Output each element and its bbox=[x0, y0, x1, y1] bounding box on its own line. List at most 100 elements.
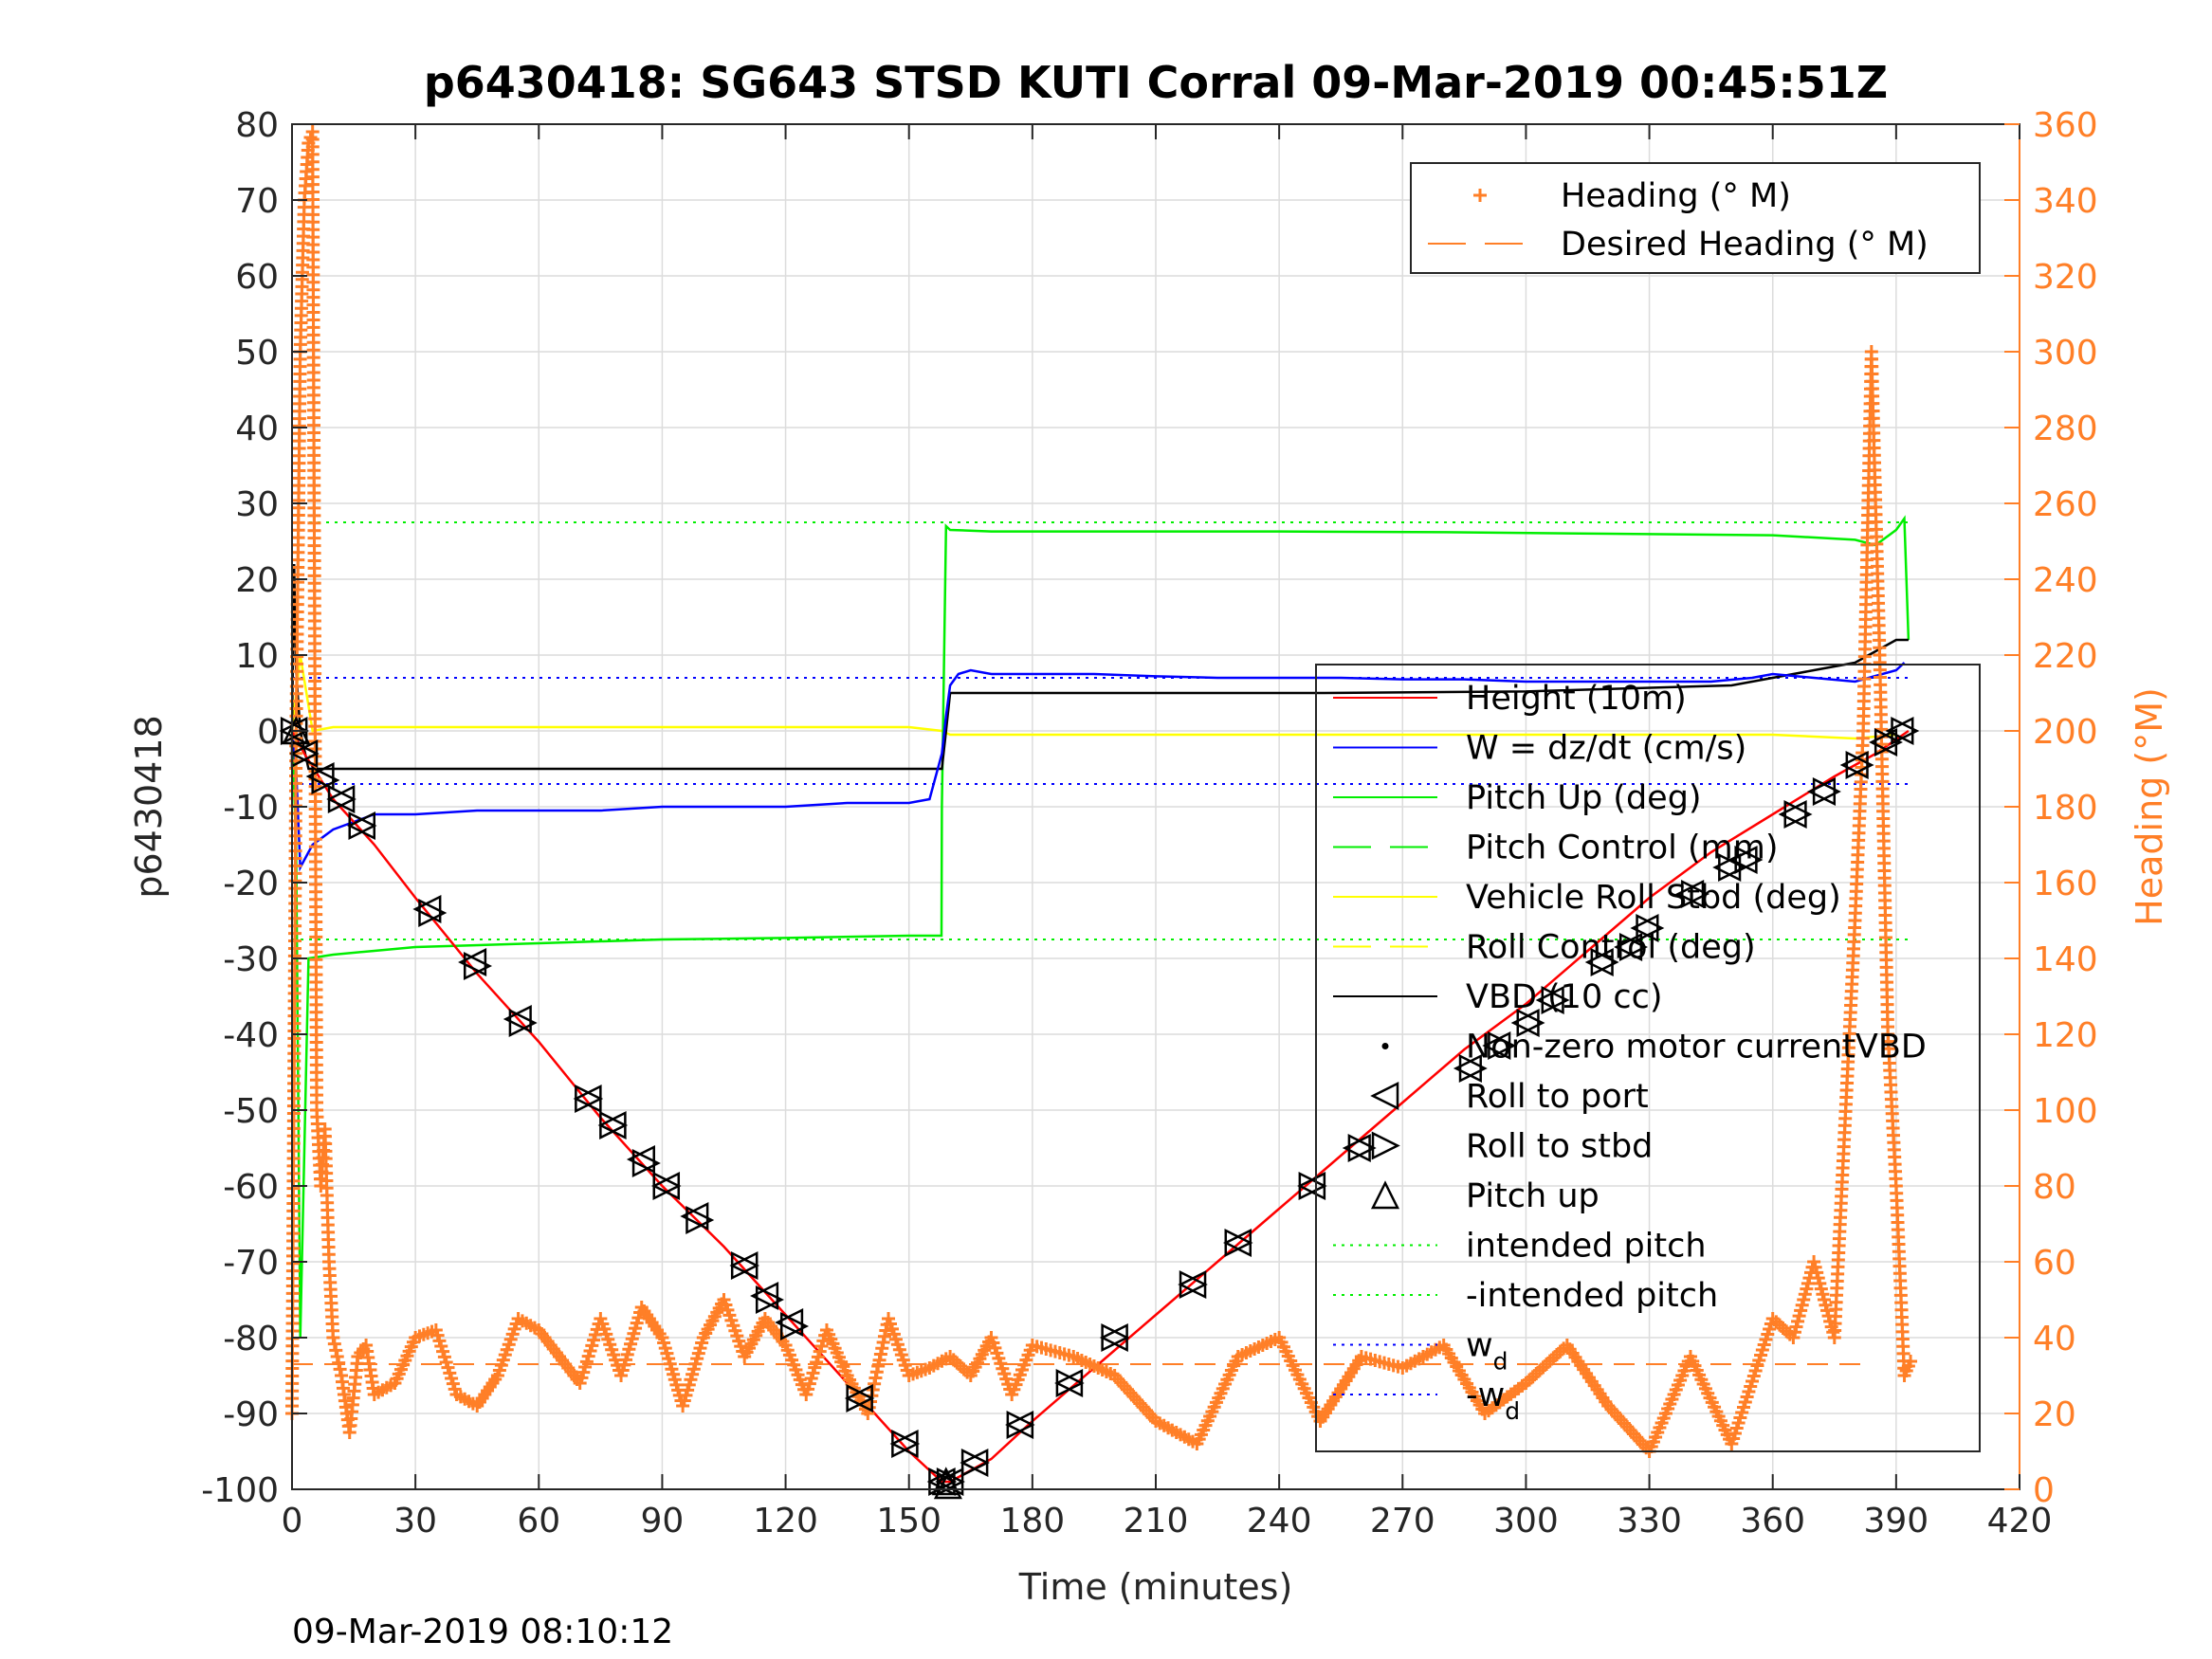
roll-to-stbd-marker bbox=[1618, 932, 1649, 962]
series-layer bbox=[285, 125, 1918, 1484]
roll-to-stbd-marker bbox=[1636, 913, 1665, 943]
right-tick-label: 280 bbox=[2033, 410, 2098, 448]
roll-to-stbd-marker bbox=[1055, 1368, 1085, 1398]
legend-label: Pitch Control (mm) bbox=[1466, 830, 1778, 867]
left-tick-label: 30 bbox=[235, 485, 279, 524]
x-tick-label: 120 bbox=[753, 1502, 818, 1540]
right-tick-label: 300 bbox=[2033, 334, 2098, 373]
left-tick-label: -90 bbox=[223, 1395, 279, 1434]
right-tick-label: 140 bbox=[2033, 940, 2098, 979]
pitch-up-marker bbox=[933, 1470, 962, 1500]
legend-heading-label: Heading (° M) bbox=[1561, 177, 1791, 215]
series-w-dz-dt-cm-s bbox=[290, 662, 1906, 872]
heading-point bbox=[1904, 1355, 1918, 1368]
legend-heading-label: Desired Heading (° M) bbox=[1561, 226, 1929, 264]
left-tick-label: 80 bbox=[235, 106, 279, 145]
series-vehicle-roll-stbd-deg bbox=[290, 654, 1897, 740]
legend-label: VBD (10 cc) bbox=[1466, 978, 1663, 1016]
left-tick-label: -60 bbox=[223, 1168, 279, 1207]
left-tick-label: 20 bbox=[235, 561, 279, 600]
right-tick-label: 200 bbox=[2033, 713, 2098, 752]
legend-heading-box bbox=[1410, 162, 1981, 274]
right-tick-label: 240 bbox=[2033, 561, 2098, 600]
right-tick-label: 220 bbox=[2033, 637, 2098, 676]
legend-label: Non-zero motor currentVBD bbox=[1466, 1029, 1927, 1066]
roll-to-port-marker bbox=[1806, 776, 1837, 807]
x-tick-label: 0 bbox=[282, 1502, 303, 1540]
left-tick-label: 60 bbox=[235, 258, 279, 297]
left-axis-label: p6430418 bbox=[128, 715, 170, 898]
left-tick-label: -80 bbox=[223, 1320, 279, 1358]
roll-to-stbd-marker bbox=[891, 1429, 921, 1459]
roll-to-port-marker bbox=[626, 1144, 655, 1175]
x-tick-label: 60 bbox=[517, 1502, 560, 1540]
roll-to-port-marker bbox=[680, 1201, 709, 1231]
roll-to-port-marker bbox=[1675, 879, 1705, 909]
roll-to-port-marker bbox=[1614, 932, 1643, 962]
left-tick-label: -20 bbox=[223, 865, 279, 903]
left-tick-label: 50 bbox=[235, 334, 279, 373]
roll-to-port-marker bbox=[775, 1307, 804, 1338]
x-tick-label: 270 bbox=[1370, 1502, 1435, 1540]
legend-label: Pitch Up (deg) bbox=[1466, 779, 1702, 817]
roll-to-stbd-marker bbox=[1891, 716, 1920, 746]
x-tick-label: 420 bbox=[1987, 1502, 2053, 1540]
right-tick-label: 180 bbox=[2033, 789, 2098, 828]
roll-to-stbd-marker bbox=[846, 1383, 875, 1413]
x-tick-label: 240 bbox=[1247, 1502, 1312, 1540]
legend-heading-swatch bbox=[1473, 189, 1487, 202]
chart-title: p6430418: SG643 STSD KUTI Corral 09-Mar-… bbox=[424, 57, 1888, 108]
series-pitch-up-deg bbox=[290, 515, 1910, 1339]
legend-label: intended pitch bbox=[1466, 1228, 1707, 1266]
roll-to-port-marker bbox=[1453, 1053, 1482, 1084]
roll-to-stbd-marker bbox=[463, 951, 493, 981]
roll-to-stbd-marker bbox=[1783, 799, 1813, 830]
right-tick-label: 60 bbox=[2033, 1244, 2076, 1283]
legend-swatch bbox=[1370, 1180, 1400, 1210]
roll-to-port-marker bbox=[1712, 852, 1742, 883]
roll-to-port-marker bbox=[305, 761, 335, 792]
timestamp: 09-Mar-2019 08:10:12 bbox=[292, 1613, 673, 1651]
roll-to-port-marker bbox=[458, 947, 487, 977]
right-tick-label: 340 bbox=[2033, 182, 2098, 221]
left-tick-label: 10 bbox=[235, 637, 279, 676]
legend-swatch bbox=[1371, 1131, 1400, 1160]
roll-to-port-marker bbox=[412, 894, 442, 924]
x-axis-ticks: 0 30 60 90 120 150 180 210 240 270 300 330 360 390 420 bbox=[282, 124, 2053, 1540]
roll-to-stbd-marker bbox=[311, 765, 340, 795]
legend-label: Pitch up bbox=[1466, 1177, 1600, 1215]
x-tick-label: 30 bbox=[393, 1502, 437, 1540]
marker-layer bbox=[279, 716, 1920, 1500]
roll-to-port-marker bbox=[1342, 1133, 1371, 1163]
roll-to-stbd-marker bbox=[599, 1110, 629, 1140]
roll-to-stbd-marker bbox=[1874, 727, 1903, 757]
roll-to-stbd-marker bbox=[631, 1148, 661, 1178]
left-tick-label: -40 bbox=[223, 1016, 279, 1055]
roll-to-port-marker bbox=[503, 1004, 532, 1034]
right-tick-label: 120 bbox=[2033, 1016, 2098, 1055]
grid bbox=[291, 123, 2020, 1490]
x-tick-label: 150 bbox=[876, 1502, 941, 1540]
roll-to-stbd-marker bbox=[652, 1171, 682, 1201]
left-axis-ticks: -100-90-80-70-60-50-40-30-20-10010203040… bbox=[201, 106, 307, 1510]
roll-to-stbd-marker bbox=[1006, 1410, 1035, 1440]
roll-to-stbd-marker bbox=[1812, 776, 1841, 807]
left-tick-label: 40 bbox=[235, 410, 279, 448]
roll-to-stbd-marker bbox=[1541, 985, 1570, 1015]
roll-to-stbd-marker bbox=[327, 784, 356, 814]
roll-to-port-marker bbox=[1510, 1008, 1540, 1038]
x-tick-label: 90 bbox=[641, 1502, 685, 1540]
legend-main: Height (10m) W = dz/dt (cm/s) Pitch Up (de… bbox=[1315, 664, 1981, 1452]
right-tick-label: 40 bbox=[2033, 1320, 2076, 1358]
roll-to-stbd-marker bbox=[508, 1008, 538, 1038]
legend-swatch bbox=[1370, 1081, 1399, 1111]
right-axis-ticks: 0 20 40 60 80 100 120 140 160 180 200 220 240 260 280 3… bbox=[2004, 106, 2098, 1510]
x-tick-label: 360 bbox=[1740, 1502, 1805, 1540]
roll-to-stbd-marker bbox=[1298, 1171, 1327, 1201]
roll-to-port-marker bbox=[1535, 985, 1564, 1015]
right-tick-label: 80 bbox=[2033, 1168, 2076, 1207]
series-vbd-10-cc bbox=[290, 563, 1909, 771]
left-tick-label: 70 bbox=[235, 182, 279, 221]
roll-to-stbd-marker bbox=[960, 1448, 990, 1478]
